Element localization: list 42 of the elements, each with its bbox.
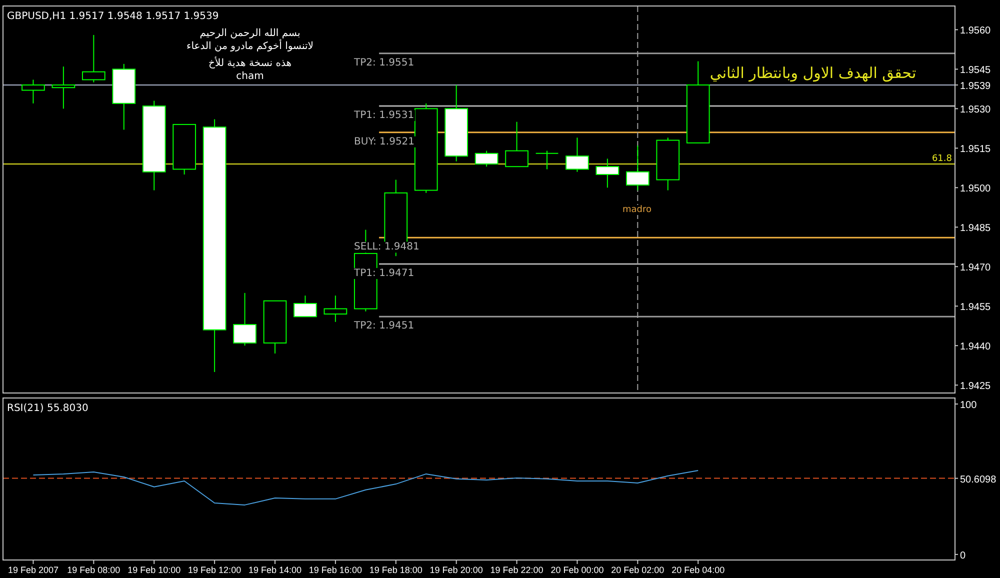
x-tick-label: 19 Feb 22:00 [490, 565, 544, 575]
line-series [32, 470, 699, 506]
x-tick-label: 20 Feb 02:00 [611, 565, 664, 575]
annotation: تحقق الهدف الاول وبانتظار الثاني [710, 64, 916, 82]
annotation: لاتنسوا أخوكم مادرو من الدعاء [186, 39, 314, 52]
ref-line-label: TP2: 1.9451 [353, 320, 414, 332]
ref-line-label: TP1: 1.9531 [353, 110, 414, 122]
annotation: 61.8 [932, 154, 952, 164]
y-tick-label: 1.9545 [960, 65, 992, 76]
x-tick-label: 19 Feb 18:00 [369, 565, 422, 575]
y-tick-label: 1.9515 [960, 144, 992, 156]
y-tick-label: 1.9530 [960, 104, 992, 116]
annotation: madro [622, 205, 652, 215]
text: RSI(21) 55.8030 [7, 403, 88, 414]
text: GBPUSD,H1 1.9517 1.9548 1.9517 1.9539 [7, 11, 219, 22]
ref-line-label: TP1: 1.9471 [353, 268, 414, 279]
x-tick-label: 19 Feb 2007 [8, 565, 58, 575]
y-tick-label: 1.9440 [960, 342, 992, 353]
y-tick-label: 0 [960, 550, 966, 562]
ref-line-label: BUY: 1.9521 [354, 136, 415, 148]
x-tick-label: 19 Feb 14:00 [248, 565, 302, 575]
annotation: هذه نسخة هدية للأخ [208, 56, 292, 69]
y-tick-label: 100 [960, 400, 978, 412]
x-tick-label: 19 Feb 20:00 [430, 565, 483, 575]
x-tick-label: 19 Feb 16:00 [308, 565, 362, 575]
y-tick-label: 1.9560 [960, 26, 992, 37]
annotation: cham [236, 71, 264, 82]
x-tick-label: 19 Feb 08:00 [67, 565, 120, 575]
x-tick-label: 19 Feb 10:00 [128, 565, 181, 575]
x-tick-label: 19 Feb 12:00 [188, 565, 242, 575]
y-tick-label: 1.9500 [960, 184, 992, 195]
y-tick-label: 1.9485 [960, 223, 992, 234]
y-tick-label: 1.9455 [960, 302, 992, 314]
ref-line-label: TP2: 1.9551 [353, 57, 414, 68]
y-tick-label: 1.9470 [960, 262, 992, 274]
x-tick-label: 20 Feb 04:00 [672, 565, 725, 575]
x-tick-label: 20 Feb 00:00 [550, 565, 604, 575]
ref-line-label: SELL: 1.9481 [354, 242, 420, 253]
y-tick-label: 50.6098 [960, 474, 997, 486]
y-tick-label: 1.9425 [960, 381, 992, 392]
annotation: بسم الله الرحمن الرحيم [200, 28, 300, 39]
y-tick-label: 1.9539 [960, 80, 992, 92]
